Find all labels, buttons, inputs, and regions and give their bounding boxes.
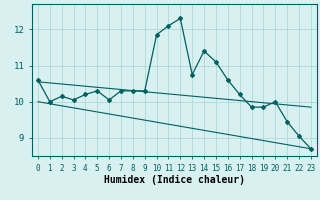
X-axis label: Humidex (Indice chaleur): Humidex (Indice chaleur) xyxy=(104,175,245,185)
